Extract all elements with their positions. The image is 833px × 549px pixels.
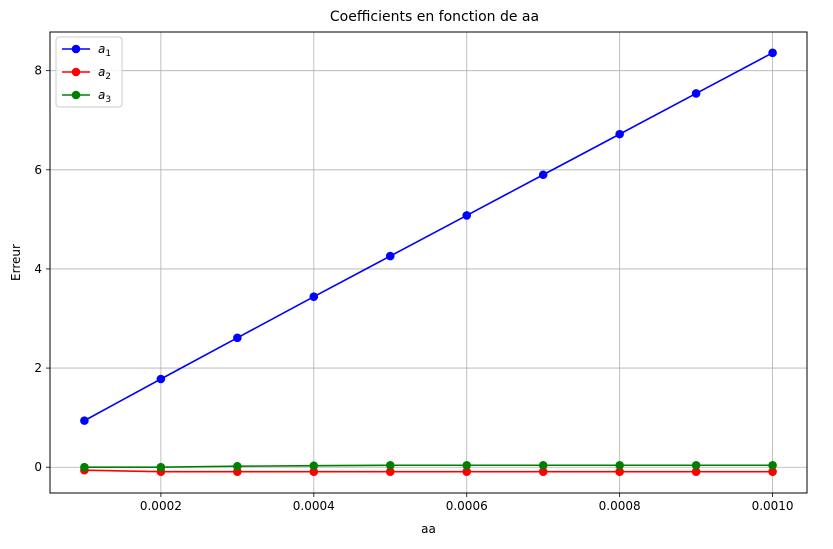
data-point — [462, 467, 472, 476]
x-tick-label: 0.0002 — [140, 499, 182, 513]
x-tick-label: 0.0010 — [752, 499, 794, 513]
data-point — [615, 467, 624, 476]
data-series — [80, 48, 777, 476]
legend-marker — [71, 67, 81, 77]
legend-label-name: a — [98, 42, 105, 56]
axis-ticks: 0.0002 0.0004 0.0006 0.0008 0.0010 0 2 4 6 8 — [34, 64, 793, 513]
y-axis-label: Erreur — [9, 244, 23, 281]
legend-item: a1 — [62, 42, 111, 59]
legend-item: a3 — [62, 88, 111, 105]
data-point — [309, 461, 319, 471]
series-a3 — [80, 460, 777, 472]
data-point — [309, 467, 319, 476]
legend-label: a1 — [98, 42, 111, 59]
data-point — [768, 467, 777, 476]
data-point — [156, 374, 166, 384]
data-point — [691, 467, 701, 476]
data-point — [385, 251, 395, 261]
legend-label-subscript: 1 — [105, 49, 111, 59]
legend-item: a2 — [62, 65, 111, 82]
x-tick-label: 0.0008 — [599, 499, 641, 513]
y-tick-label: 8 — [34, 64, 42, 78]
data-point — [156, 462, 166, 472]
data-point — [462, 460, 472, 470]
legend-marker — [71, 44, 81, 54]
x-axis-label: aa — [421, 522, 436, 536]
data-point — [768, 48, 777, 58]
data-point — [615, 460, 624, 470]
series-a1 — [80, 48, 777, 425]
data-point — [538, 460, 548, 470]
x-tick-label: 0.0004 — [293, 499, 335, 513]
data-point — [80, 416, 89, 425]
y-tick-label: 6 — [34, 163, 42, 177]
legend-label-subscript: 2 — [105, 72, 111, 82]
legend-label-subscript: 3 — [105, 95, 111, 105]
data-point — [385, 467, 395, 476]
legend-marker — [71, 90, 81, 100]
series-line — [84, 469, 773, 473]
data-point — [538, 170, 548, 180]
data-point — [233, 461, 242, 471]
data-point — [691, 89, 701, 98]
y-tick-label: 0 — [34, 460, 42, 474]
grid-lines — [50, 32, 807, 493]
data-point — [538, 467, 548, 476]
data-point — [80, 462, 89, 472]
data-point — [309, 292, 319, 302]
axes-frame — [49, 31, 808, 494]
data-point — [768, 460, 777, 470]
x-tick-label: 0.0006 — [446, 499, 488, 513]
data-point — [385, 460, 395, 470]
chart-title: Coefficients en fonction de aa — [330, 9, 539, 25]
data-point — [233, 333, 242, 343]
data-point — [691, 460, 701, 470]
legend-label-name: a — [98, 65, 105, 79]
data-point — [462, 211, 472, 220]
y-tick-label: 2 — [34, 361, 42, 375]
data-point — [615, 129, 624, 139]
series-line — [84, 52, 773, 422]
legend-label: a2 — [98, 65, 111, 82]
series-line — [84, 464, 773, 469]
y-tick-label: 4 — [34, 262, 42, 276]
legend-label-name: a — [98, 88, 105, 102]
legend-label: a3 — [98, 88, 111, 105]
